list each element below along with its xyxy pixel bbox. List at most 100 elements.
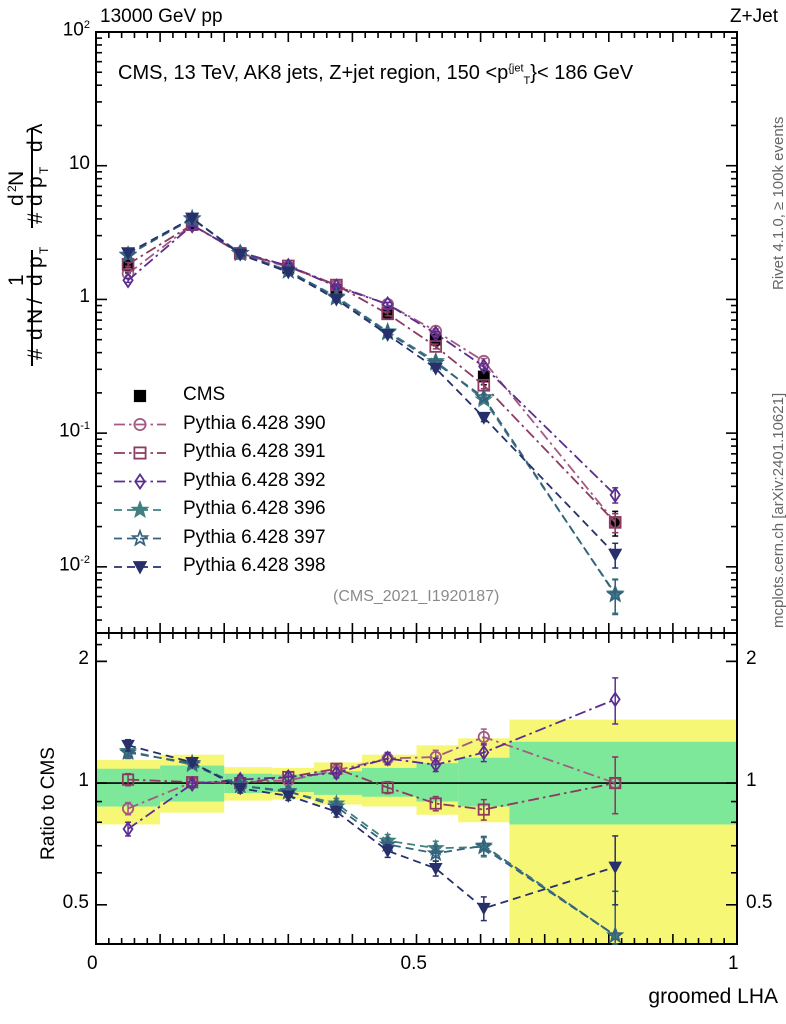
- marker-diamond-open: [430, 325, 442, 342]
- marker-triangle-down: [233, 248, 248, 262]
- ylabel-dpT2-p: p: [24, 176, 47, 188]
- marker-star-filled: [130, 499, 150, 519]
- marker-square-open: [381, 307, 394, 321]
- y-tick-ratio-right-2: 0.5: [746, 891, 773, 913]
- marker-square-open: [121, 773, 135, 786]
- ylabel-dpT-p: p: [24, 256, 47, 268]
- legend-glyphs: [114, 389, 166, 575]
- legend-label-5: Pythia 6.428 397: [183, 526, 326, 548]
- ylabel-hash-2: #: [24, 212, 47, 224]
- marker-triangle-down: [121, 739, 135, 753]
- ylabel-d2N-N: N: [5, 171, 28, 186]
- legend-label-4: Pythia 6.428 396: [183, 498, 326, 519]
- y-tick-main-3: 10-1: [59, 420, 90, 442]
- panel-title-pre: CMS, 13 TeV, AK8 jets, Z+jet region, 150…: [118, 62, 509, 84]
- marker-triangle-down: [608, 548, 623, 562]
- marker-circle-open: [121, 802, 135, 815]
- marker-triangle-down: [476, 411, 491, 425]
- marker-triangle-down: [380, 329, 395, 342]
- marker-triangle-down: [428, 863, 443, 876]
- marker-triangle-down: [185, 212, 200, 226]
- marker-star-open: [606, 925, 625, 944]
- panel-title-sub: T: [523, 75, 531, 87]
- legend-label-6: Pythia 6.428 398: [183, 555, 326, 576]
- marker-triangle-down: [428, 362, 443, 376]
- marker-diamond-open: [186, 775, 198, 793]
- marker-square-open: [608, 516, 622, 529]
- y-tick-ratio-left-1: 1: [78, 770, 89, 792]
- marker-star-open: [426, 843, 445, 862]
- marker-square-filled: [133, 389, 147, 403]
- marker-star-open: [605, 584, 625, 603]
- ylabel-dpT2-sub: T: [37, 166, 51, 174]
- marker-square-open: [381, 781, 394, 794]
- y-tick-ratio-right-0: 2: [746, 648, 757, 670]
- legend-label-3: Pythia 6.428 392: [183, 469, 326, 491]
- marker-triangle-down: [476, 902, 491, 916]
- marker-diamond-open: [381, 295, 394, 313]
- main-panel-series: [118, 208, 625, 616]
- header-left-label: 13000 GeV pp: [100, 6, 223, 27]
- ratio-uncertainty-bands: [96, 719, 737, 944]
- y-tick-main-0: 102: [62, 19, 90, 41]
- marker-diamond-open: [330, 764, 342, 781]
- ylabel-hash-1: #: [24, 348, 47, 360]
- marker-triangle-down: [233, 782, 248, 796]
- ylabel-dpT-d: d: [24, 274, 47, 286]
- x-tick-1: 0.5: [400, 953, 427, 974]
- marker-diamond-open: [430, 756, 442, 773]
- marker-diamond-open: [122, 820, 134, 838]
- marker-square-open: [609, 776, 622, 790]
- series-pythia-6-428-398: [120, 212, 623, 569]
- marker-triangle-down: [281, 266, 296, 280]
- ylabel-slash: /: [24, 298, 47, 304]
- legend-label-1: Pythia 6.428 390: [183, 412, 326, 434]
- ylabel-dpT-sub: T: [37, 246, 51, 254]
- y-tick-main-1: 10: [68, 152, 90, 174]
- marker-triangle-down: [329, 293, 344, 307]
- y-tick-ratio-right-1: 1: [746, 770, 757, 792]
- marker-circle-open: [133, 417, 147, 431]
- ratio-pythia-6-428-398: [121, 738, 623, 922]
- marker-triangle-down: [380, 845, 395, 858]
- marker-diamond-open: [609, 486, 621, 504]
- marker-triangle-down: [120, 247, 136, 261]
- ylabel-dlam-d: d: [24, 140, 47, 152]
- band-green: [458, 757, 510, 807]
- marker-diamond-open: [134, 472, 146, 491]
- marker-star-open: [474, 387, 494, 406]
- y-tick-ratio-left-0: 2: [78, 648, 89, 670]
- legend-label-0: CMS: [183, 384, 226, 405]
- ylabel-dN-N: N: [24, 309, 47, 324]
- panel-title-sup: {jet: [508, 62, 524, 75]
- ylabel-one: 1: [5, 274, 28, 286]
- y-tick-main-4: 10-2: [59, 553, 90, 576]
- marker-triangle-down: [132, 561, 148, 575]
- legend-label-2: Pythia 6.428 391: [183, 441, 326, 462]
- analysis-id-label: (CMS_2021_I1920187): [333, 588, 500, 605]
- ylabel-d2N-sup: 2: [5, 185, 19, 192]
- marker-triangle-down: [608, 861, 623, 875]
- y-tick-ratio-left-2: 0.5: [62, 891, 89, 913]
- ylabel-dN-d: d: [24, 328, 47, 340]
- ylabel-dpT2-d: d: [24, 194, 47, 206]
- ylabel-lambda: λ: [24, 123, 47, 134]
- ratio-pythia-6-428-392: [122, 677, 621, 838]
- x-tick-2: 1: [728, 953, 739, 974]
- x-axis-label: groomed LHA: [648, 985, 778, 1008]
- marker-star-open: [130, 528, 150, 547]
- marker-square-open: [133, 446, 147, 460]
- marker-diamond-open: [382, 750, 394, 767]
- marker-diamond-open: [478, 358, 490, 375]
- marker-diamond-open: [122, 271, 134, 289]
- marker-diamond-open: [609, 691, 621, 708]
- marker-triangle-down: [329, 806, 344, 819]
- ylabel-d2N-d: d: [5, 194, 28, 206]
- panel-title-post: }< 186 GeV: [530, 62, 634, 84]
- marker-square-open: [477, 803, 490, 816]
- marker-diamond-open: [478, 744, 490, 761]
- ratio-panel-series: [119, 677, 625, 945]
